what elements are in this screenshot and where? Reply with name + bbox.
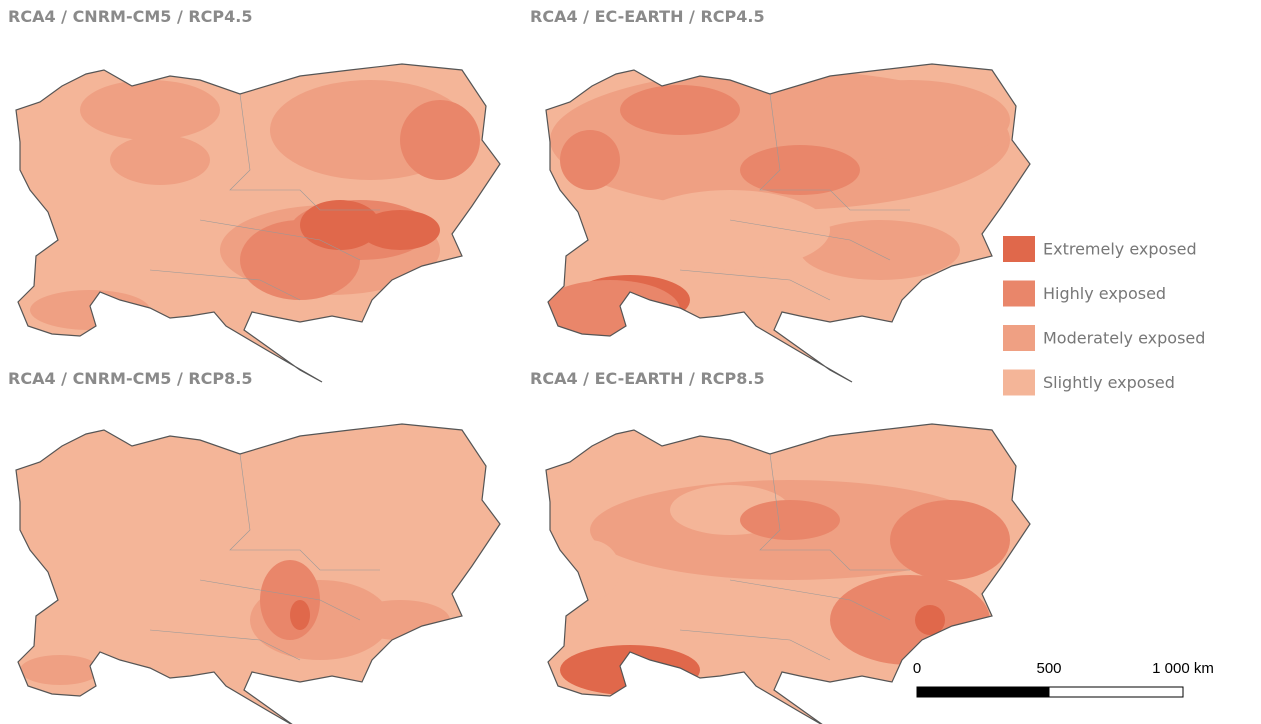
exposure-patch xyxy=(350,600,450,640)
legend-swatch xyxy=(1003,370,1035,396)
exposure-patch xyxy=(20,655,100,685)
exposure-patch xyxy=(30,290,150,330)
panel-title: RCA4 / EC-EARTH / RCP8.5 xyxy=(530,369,765,388)
map-panel xyxy=(540,64,1030,382)
exposure-patch xyxy=(400,100,480,180)
legend-swatch xyxy=(1003,281,1035,307)
exposure-patch xyxy=(290,600,310,630)
scale-label: 0 xyxy=(913,660,921,677)
scale-bar-white xyxy=(1049,687,1183,697)
legend-label: Extremely exposed xyxy=(1043,240,1197,259)
figure: RCA4 / CNRM-CM5 / RCP4.5 RCA4 / EC-EARTH … xyxy=(0,0,1261,724)
exposure-patch xyxy=(260,560,320,640)
legend-swatch xyxy=(1003,325,1035,351)
legend: Extremely exposed Highly exposed Moderatel… xyxy=(1003,236,1205,396)
scale-label: 1 000 km xyxy=(1152,660,1214,677)
panel-title: RCA4 / EC-EARTH / RCP4.5 xyxy=(530,7,765,26)
map-panels: RCA4 / CNRM-CM5 / RCP4.5 RCA4 / EC-EARTH … xyxy=(8,7,1030,724)
exposure-patch xyxy=(560,130,620,190)
exposure-patch xyxy=(915,605,945,635)
legend-label: Moderately exposed xyxy=(1043,329,1205,348)
exposure-patch xyxy=(630,580,830,640)
exposure-patch xyxy=(890,500,1010,580)
scale-bar: 0 500 1 000 km xyxy=(913,660,1214,697)
legend-swatch xyxy=(1003,236,1035,262)
panel-title: RCA4 / CNRM-CM5 / RCP8.5 xyxy=(8,369,253,388)
exposure-patch xyxy=(300,200,380,250)
exposure-patch xyxy=(80,80,220,140)
scale-label: 500 xyxy=(1036,660,1061,677)
scale-bar-black xyxy=(917,687,1049,697)
map-panel xyxy=(16,424,500,724)
legend-label: Slightly exposed xyxy=(1043,373,1175,392)
exposure-patch xyxy=(740,500,840,540)
exposure-patch xyxy=(810,80,1010,160)
map-panel xyxy=(16,64,500,382)
panel-title: RCA4 / CNRM-CM5 / RCP4.5 xyxy=(8,7,253,26)
exposure-patch xyxy=(630,190,830,270)
exposure-patch xyxy=(110,135,210,185)
map-panel xyxy=(546,424,1030,724)
exposure-patch xyxy=(740,145,860,195)
exposure-patch xyxy=(560,540,620,600)
exposure-patch xyxy=(620,85,740,135)
legend-label: Highly exposed xyxy=(1043,284,1166,303)
